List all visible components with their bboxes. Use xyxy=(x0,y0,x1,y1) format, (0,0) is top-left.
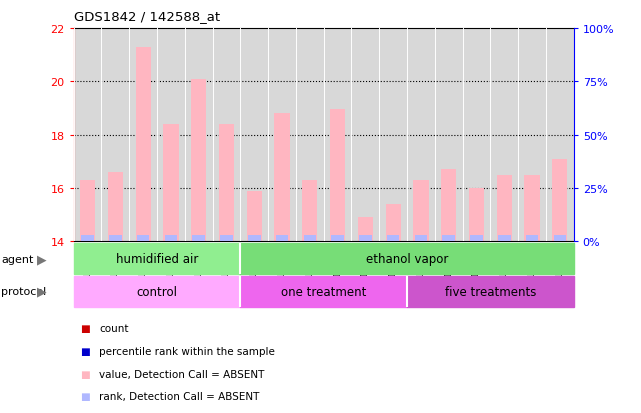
Text: protocol: protocol xyxy=(1,286,47,297)
Text: GDS1842 / 142588_at: GDS1842 / 142588_at xyxy=(74,10,220,23)
Text: control: control xyxy=(137,285,178,298)
Bar xyxy=(441,170,456,242)
Text: percentile rank within the sample: percentile rank within the sample xyxy=(99,346,275,356)
Text: ■: ■ xyxy=(80,392,90,401)
Bar xyxy=(331,236,344,242)
Bar xyxy=(302,180,317,242)
Text: ■: ■ xyxy=(80,323,90,333)
Bar xyxy=(359,236,372,242)
Bar xyxy=(74,276,240,307)
Bar xyxy=(498,236,510,242)
Bar xyxy=(137,236,149,242)
Bar xyxy=(387,236,399,242)
Bar xyxy=(192,236,205,242)
Text: ■: ■ xyxy=(80,346,90,356)
Bar xyxy=(358,218,373,242)
Bar xyxy=(497,175,512,242)
Bar xyxy=(109,236,122,242)
Bar xyxy=(274,114,290,242)
Bar xyxy=(385,204,401,242)
Bar xyxy=(554,236,566,242)
Bar xyxy=(221,236,233,242)
Bar xyxy=(165,236,177,242)
Bar xyxy=(135,47,151,242)
Bar xyxy=(163,125,179,242)
Bar xyxy=(248,236,260,242)
Bar xyxy=(81,236,94,242)
Text: one treatment: one treatment xyxy=(281,285,367,298)
Bar xyxy=(407,276,574,307)
Text: ethanol vapor: ethanol vapor xyxy=(366,253,448,266)
Text: five treatments: five treatments xyxy=(445,285,536,298)
Bar xyxy=(526,236,538,242)
Text: humidified air: humidified air xyxy=(116,253,198,266)
Text: ▶: ▶ xyxy=(37,285,47,298)
Bar xyxy=(330,110,345,242)
Bar xyxy=(469,188,484,242)
Bar xyxy=(80,180,96,242)
Text: rank, Detection Call = ABSENT: rank, Detection Call = ABSENT xyxy=(99,392,260,401)
Text: ■: ■ xyxy=(80,369,90,379)
Bar xyxy=(304,236,316,242)
Bar xyxy=(470,236,483,242)
Bar xyxy=(74,244,240,275)
Bar xyxy=(108,173,123,242)
Bar xyxy=(413,180,429,242)
Bar xyxy=(276,236,288,242)
Bar xyxy=(442,236,455,242)
Bar xyxy=(247,191,262,242)
Bar xyxy=(191,79,206,242)
Bar xyxy=(219,125,234,242)
Text: count: count xyxy=(99,323,129,333)
Bar xyxy=(524,175,540,242)
Bar xyxy=(240,276,407,307)
Bar xyxy=(240,244,574,275)
Text: agent: agent xyxy=(1,254,34,264)
Bar xyxy=(415,236,427,242)
Text: value, Detection Call = ABSENT: value, Detection Call = ABSENT xyxy=(99,369,265,379)
Text: ▶: ▶ xyxy=(37,253,47,266)
Bar xyxy=(552,159,567,242)
